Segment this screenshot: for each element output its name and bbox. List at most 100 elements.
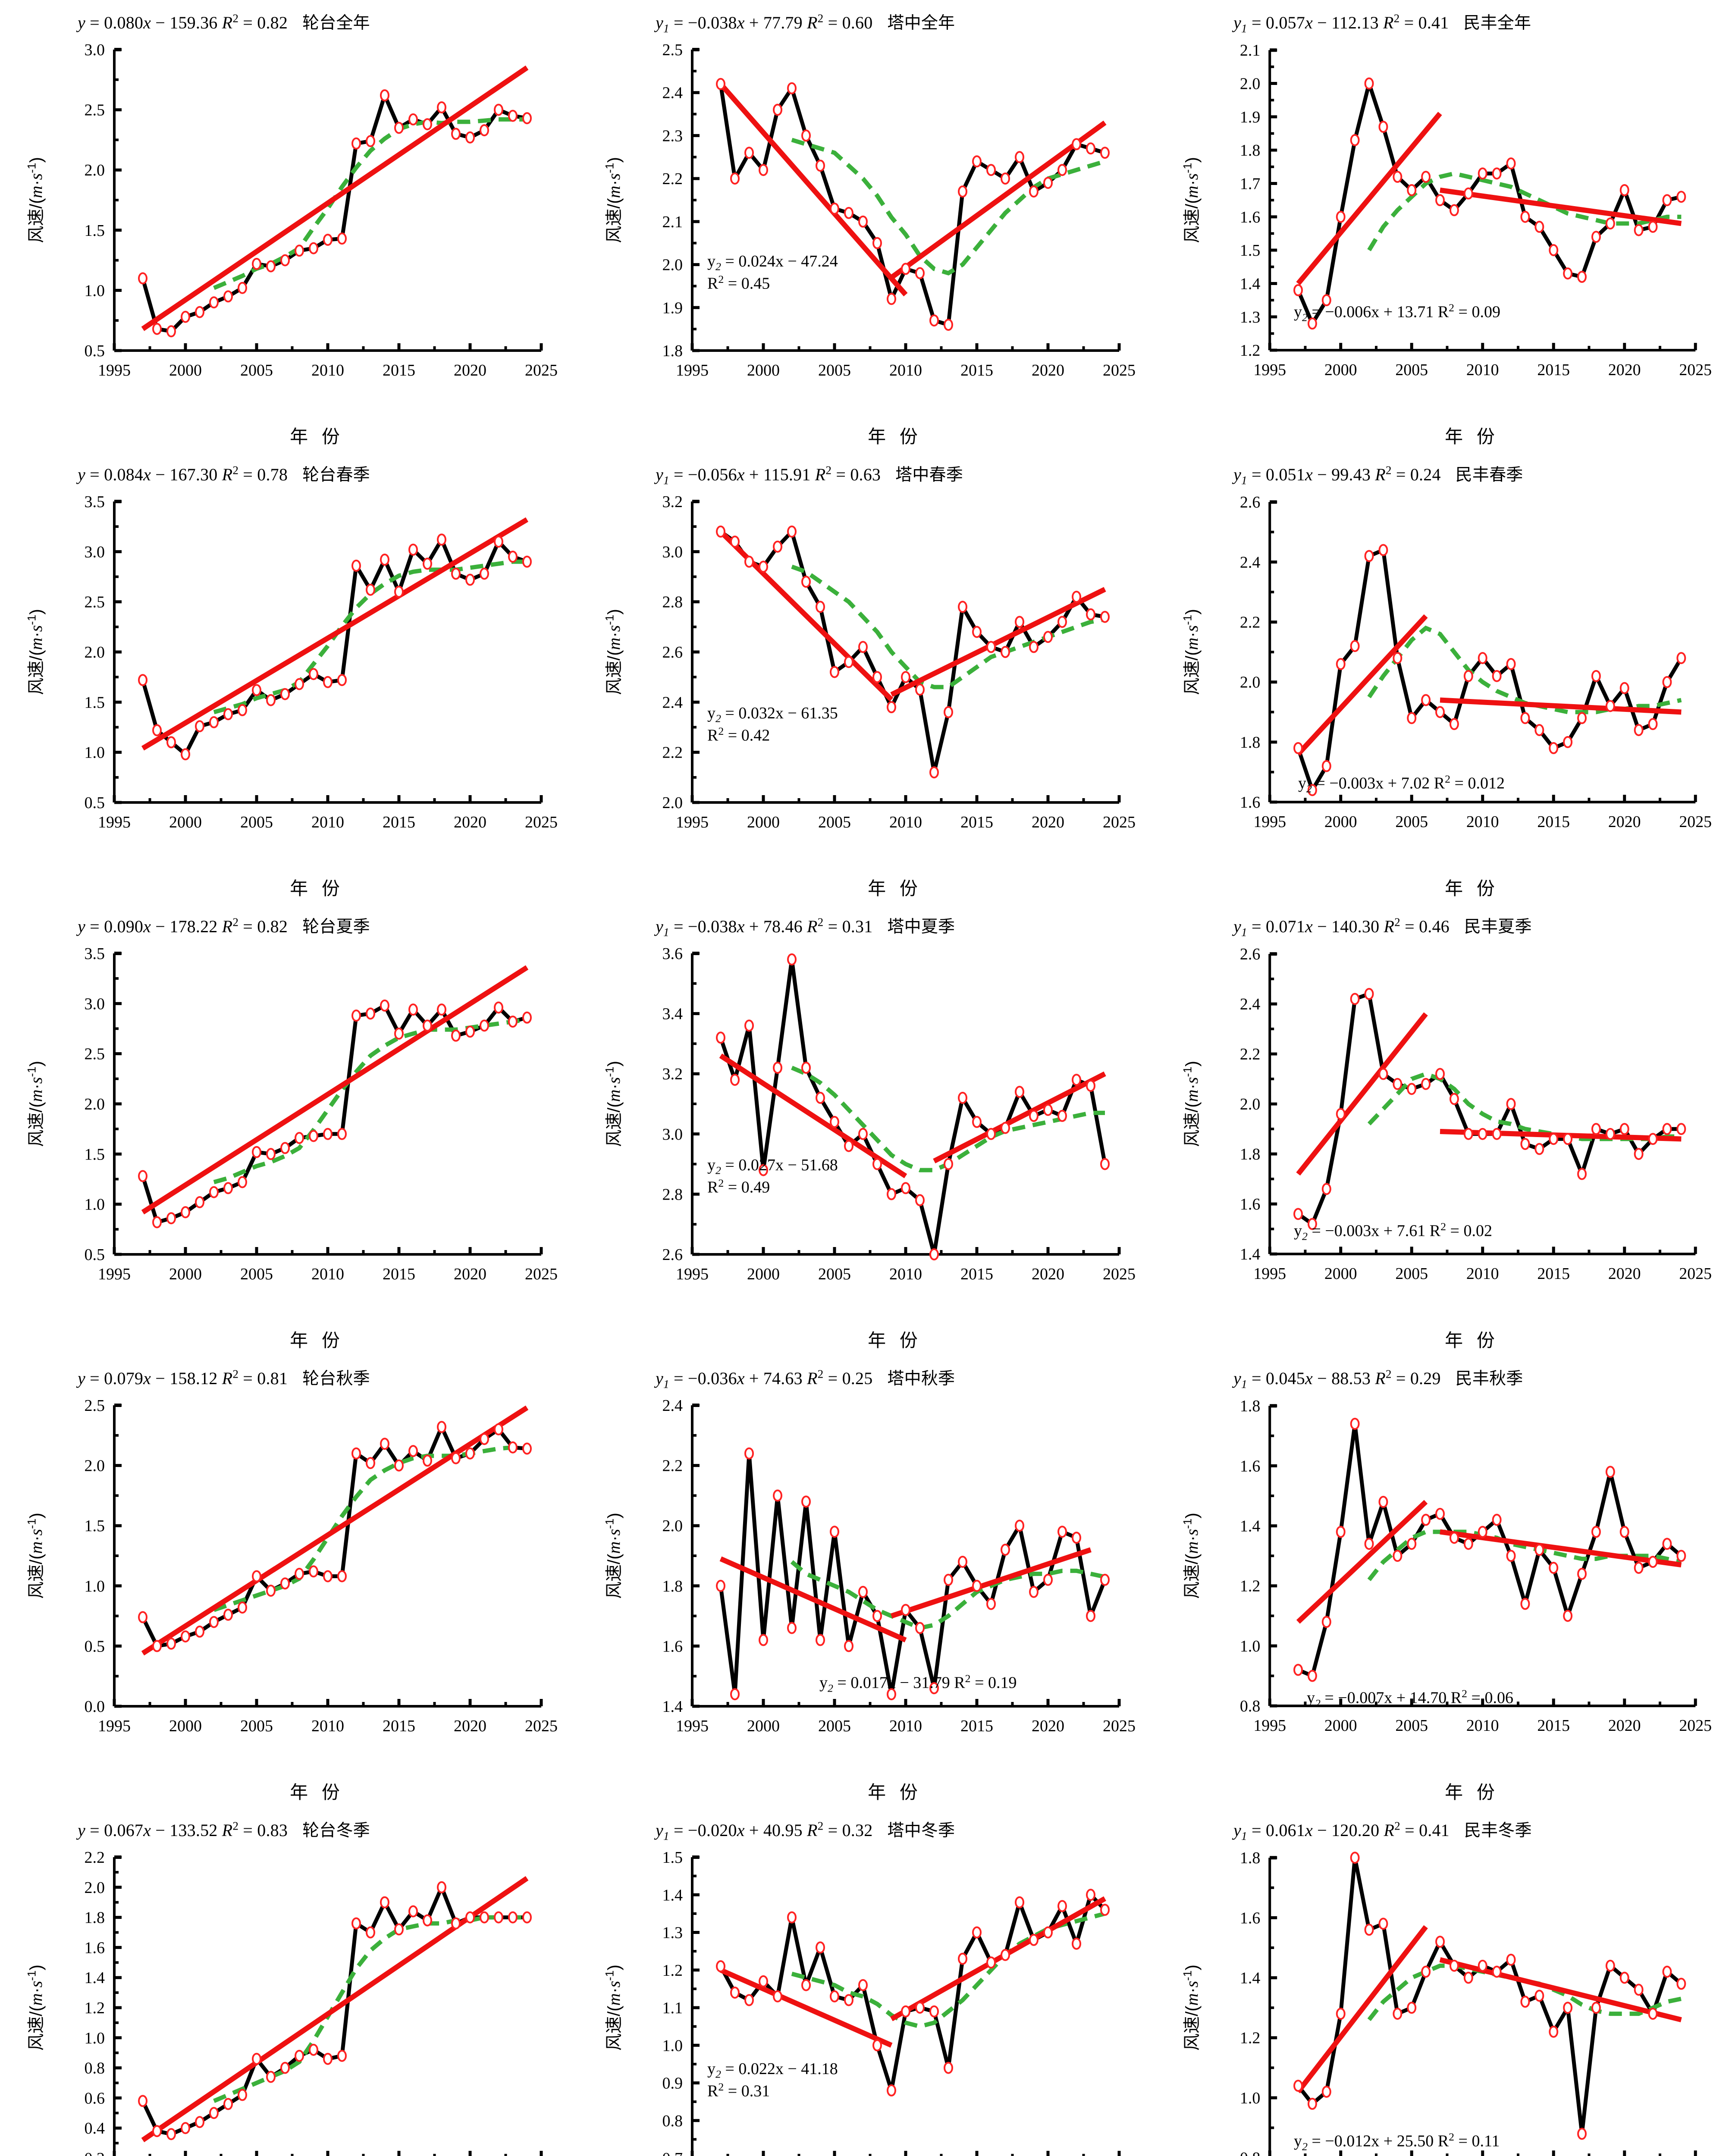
svg-text:0.8: 0.8 xyxy=(662,2112,683,2130)
chart-panel-塔中-全年: 1.8 1.9 2.0 2.1 2.2 2.3 2.4 2.5 1995 2000 2005 2010… xyxy=(578,0,1156,452)
y-axis-label: 风速/(m·s-1) xyxy=(1180,1513,1202,1599)
svg-text:1.4: 1.4 xyxy=(1240,1517,1260,1536)
svg-text:2.0: 2.0 xyxy=(1240,75,1260,93)
panel-equation-primary: y = 0.079x − 158.12 R2 = 0.81 轮台秋季 xyxy=(78,1367,370,1388)
svg-text:2.2: 2.2 xyxy=(662,744,683,762)
svg-text:0.5: 0.5 xyxy=(85,1637,105,1655)
svg-text:1.6: 1.6 xyxy=(1240,1195,1260,1213)
svg-text:2.6: 2.6 xyxy=(1240,493,1260,511)
svg-text:2025: 2025 xyxy=(1103,361,1136,379)
svg-text:1995: 1995 xyxy=(1253,1717,1286,1735)
plot-canvas: 1.4 1.6 1.8 2.0 2.2 2.4 1995 2000 2005 2010 2015 20… xyxy=(662,1397,1136,1735)
panel-equation-primary: y1 = 0.045x − 88.53 R2 = 0.29 民丰秋季 xyxy=(1233,1367,1523,1391)
svg-text:1.5: 1.5 xyxy=(1240,241,1260,260)
x-axis-label: 年 份 xyxy=(290,878,344,899)
chart-panel-民丰-冬季: 0.81.01.21.41.61.81995200020052010201520… xyxy=(1156,1808,1732,2156)
svg-text:1.6: 1.6 xyxy=(1240,1909,1260,1927)
svg-text:2.6: 2.6 xyxy=(662,1246,683,1264)
panel-title: 塔中夏季 xyxy=(887,918,955,936)
panel-equation-primary: y1 = −0.020x + 40.95 R2 = 0.32 塔中冬季 xyxy=(656,1819,955,1843)
svg-text:2.0: 2.0 xyxy=(1240,674,1260,692)
svg-text:2005: 2005 xyxy=(240,813,273,831)
svg-text:3.0: 3.0 xyxy=(662,543,683,561)
svg-text:1.0: 1.0 xyxy=(85,1577,105,1595)
svg-text:2015: 2015 xyxy=(960,1717,993,1735)
plot-canvas: 0.81.01.21.41.61.81995200020052010201520… xyxy=(1240,1849,1697,2156)
svg-text:2.0: 2.0 xyxy=(1240,1095,1260,1113)
panel-equation-secondary: y2 = −0.003x + 7.61 R2 = 0.02 xyxy=(1294,1220,1492,1243)
svg-text:2000: 2000 xyxy=(747,813,780,831)
svg-text:1995: 1995 xyxy=(676,813,709,831)
svg-text:2025: 2025 xyxy=(1679,361,1712,379)
svg-text:2025: 2025 xyxy=(1679,813,1712,831)
svg-text:3.2: 3.2 xyxy=(662,493,683,511)
svg-text:0.8: 0.8 xyxy=(1240,2149,1260,2156)
svg-text:1.0: 1.0 xyxy=(85,744,105,762)
svg-text:1.4: 1.4 xyxy=(662,1698,683,1716)
svg-text:2000: 2000 xyxy=(1324,1265,1357,1283)
svg-text:2.5: 2.5 xyxy=(85,593,105,611)
svg-text:1995: 1995 xyxy=(1253,813,1286,831)
svg-text:2025: 2025 xyxy=(525,1265,558,1283)
y-axis-label: 风速/(m·s-1) xyxy=(1180,1061,1202,1147)
svg-text:1.5: 1.5 xyxy=(85,1517,105,1535)
svg-text:2000: 2000 xyxy=(169,1265,202,1283)
svg-text:1995: 1995 xyxy=(676,1265,709,1283)
svg-text:2.2: 2.2 xyxy=(85,1849,105,1867)
svg-text:1.5: 1.5 xyxy=(85,1145,105,1163)
svg-text:2000: 2000 xyxy=(1324,361,1357,379)
plot-canvas: 0.5 1.0 1.5 2.0 2.5 3.0 3.5 1995 2000 2005 2010 201… xyxy=(85,493,558,831)
svg-text:1.8: 1.8 xyxy=(662,342,683,360)
svg-text:2020: 2020 xyxy=(454,1717,486,1735)
svg-text:2.0: 2.0 xyxy=(85,1879,105,1897)
svg-text:1.8: 1.8 xyxy=(85,1909,105,1927)
chart-panel-民丰-全年: 1.2 1.3 1.4 1.5 1.6 1.7 1.8 1.9 2.0 2.1 1995 2000 20… xyxy=(1156,0,1732,452)
svg-text:2005: 2005 xyxy=(240,361,273,379)
svg-text:2000: 2000 xyxy=(169,1717,202,1735)
y-axis-label: 风速/(m·s-1) xyxy=(602,1513,624,1599)
svg-text:2015: 2015 xyxy=(1537,361,1570,379)
svg-text:3.4: 3.4 xyxy=(662,1005,683,1023)
svg-text:2020: 2020 xyxy=(1608,361,1641,379)
svg-text:0.5: 0.5 xyxy=(85,794,105,812)
chart-panel-轮台-全年: 0.5 1.0 1.5 2.0 2.5 3.0 1995 2000 2005 2010 2015 20… xyxy=(0,0,578,452)
panel-title: 塔中春季 xyxy=(895,466,963,484)
svg-text:2000: 2000 xyxy=(747,1717,780,1735)
svg-text:2015: 2015 xyxy=(960,813,993,831)
svg-text:1.2: 1.2 xyxy=(1240,342,1260,360)
svg-text:1995: 1995 xyxy=(98,813,131,831)
svg-text:1.8: 1.8 xyxy=(662,1577,683,1595)
y-axis-label: 风速/(m·s-1) xyxy=(1180,609,1202,695)
svg-text:2010: 2010 xyxy=(1466,361,1499,379)
svg-text:0.8: 0.8 xyxy=(1240,1697,1260,1715)
svg-text:2025: 2025 xyxy=(1679,1265,1712,1283)
y-axis-label: 风速/(m·s-1) xyxy=(25,609,46,695)
panel-equation-secondary: y2 = 0.017x − 31.79 R2 = 0.19 xyxy=(819,1672,1017,1695)
svg-text:3.5: 3.5 xyxy=(85,493,105,511)
y-axis-label: 风速/(m·s-1) xyxy=(602,157,624,243)
svg-text:2.4: 2.4 xyxy=(662,1397,683,1415)
panel-title: 民丰冬季 xyxy=(1464,1821,1532,1840)
svg-text:2.0: 2.0 xyxy=(662,1517,683,1535)
svg-text:1.5: 1.5 xyxy=(85,693,105,711)
chart-panel-民丰-秋季: 0.8 1.0 1.2 1.4 1.6 1.8 1995 2000 2005 2010 2015 20… xyxy=(1156,1356,1732,1808)
svg-text:0.4: 0.4 xyxy=(85,2119,105,2137)
svg-text:1.0: 1.0 xyxy=(85,2029,105,2047)
panel-equation-secondary: y2 = −0.003x + 7.02 R2 = 0.012 xyxy=(1298,773,1505,795)
svg-text:2010: 2010 xyxy=(311,1265,344,1283)
panel-title: 轮台秋季 xyxy=(302,1369,370,1388)
svg-text:2005: 2005 xyxy=(240,1265,273,1283)
svg-text:1.6: 1.6 xyxy=(1240,793,1260,812)
panel-title: 轮台全年 xyxy=(302,14,370,32)
svg-text:2015: 2015 xyxy=(383,361,415,379)
panel-title: 轮台春季 xyxy=(302,466,370,484)
svg-text:2020: 2020 xyxy=(1608,813,1641,831)
y-axis-label: 风速/(m·s-1) xyxy=(25,1965,46,2051)
svg-text:2005: 2005 xyxy=(818,1717,851,1735)
svg-text:2.5: 2.5 xyxy=(85,1045,105,1063)
panel-equation-primary: y1 = 0.061x − 120.20 R2 = 0.41 民丰冬季 xyxy=(1233,1819,1532,1843)
chart-panel-轮台-冬季: 0.20.40.60.81.01.21.41.61.82.02.21995200… xyxy=(0,1808,578,2156)
y-axis-label: 风速/(m·s-1) xyxy=(602,1965,624,2051)
x-axis-label: 年 份 xyxy=(290,426,344,447)
plot-canvas: 2.6 2.8 3.0 3.2 3.4 3.6 1995 2000 2005 2010 2015 20… xyxy=(662,945,1136,1283)
